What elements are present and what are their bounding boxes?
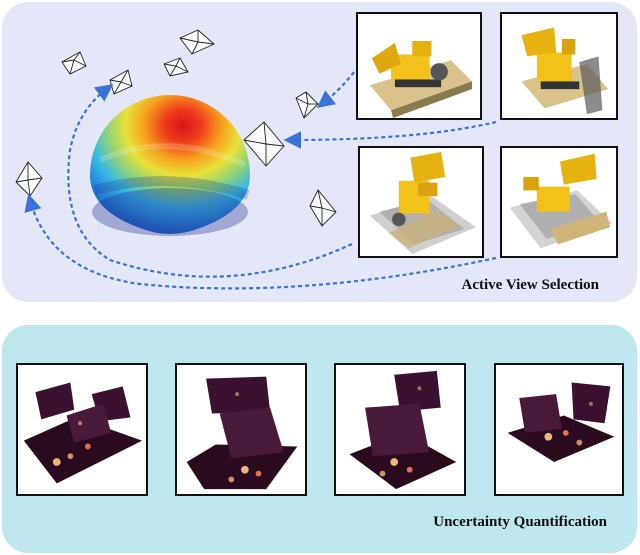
candidate-view-render [358,146,484,258]
camera-icon [179,29,215,55]
camera-icon [15,161,43,197]
arrow [67,84,353,278]
camera-icon [295,91,319,119]
arrow [24,193,497,290]
uncertainty-map [16,363,148,496]
camera-icon [243,121,285,167]
uncertainty-map [494,363,624,496]
candidate-view-render [500,146,618,258]
uncertainty-map [175,363,307,496]
view-selection-arrows [24,71,497,290]
candidate-view-render [500,12,618,120]
uncertainty-quantification-title: Uncertainty Quantification [433,514,607,530]
camera-icon [309,189,337,227]
uncertainty-sphere [90,95,250,236]
camera-icon [163,57,189,77]
camera-icon [109,69,133,95]
camera-icon [61,51,87,75]
uncertainty-map [334,363,466,496]
arrow [283,120,497,149]
arrow [316,71,355,109]
active-view-selection-title: Active View Selection [461,277,599,293]
candidate-view-render [356,12,482,120]
